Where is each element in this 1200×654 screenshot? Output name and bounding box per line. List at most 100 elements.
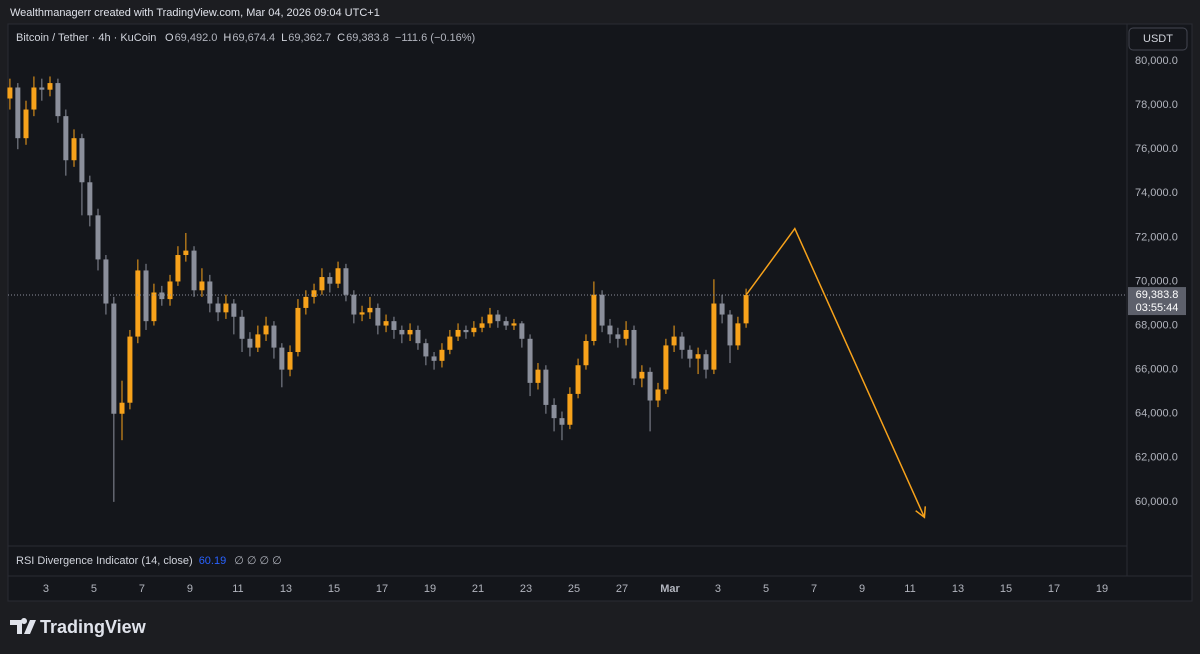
y-tick-label: 64,000.0 <box>1135 408 1178 420</box>
x-tick-label: 13 <box>952 583 964 595</box>
candle-body <box>383 321 389 326</box>
x-tick-label: 17 <box>376 583 388 595</box>
candle-body <box>687 349 693 359</box>
candle-body <box>439 349 445 361</box>
y-tick-label: 74,000.0 <box>1135 187 1178 199</box>
x-tick-label: 15 <box>1000 583 1012 595</box>
ohlc-value: 69,362.7 <box>288 32 331 44</box>
candle-body <box>719 303 725 315</box>
candle-body <box>727 314 733 346</box>
candle-body <box>615 334 621 339</box>
candle-body <box>199 281 205 291</box>
ohlc-legend: O 69,492.0 H 69,674.4 L 69,362.7 C 69,383.8 −111… <box>165 32 475 44</box>
candle-body <box>47 83 53 90</box>
candle-body <box>303 296 309 308</box>
x-tick-label: 9 <box>859 583 865 595</box>
x-tick-label: 3 <box>715 583 721 595</box>
candle-body <box>71 138 77 161</box>
x-tick-label: 5 <box>763 583 769 595</box>
x-tick-label: 15 <box>328 583 340 595</box>
candle-body <box>391 321 397 330</box>
candle-body <box>367 307 373 313</box>
candle-body <box>239 316 245 339</box>
x-tick-label: 13 <box>280 583 292 595</box>
y-tick-label: 62,000.0 <box>1135 452 1178 464</box>
candle-body <box>519 323 525 339</box>
x-tick-label: Mar <box>660 583 680 595</box>
candle-body <box>503 321 509 326</box>
candle-body <box>127 336 133 403</box>
candle-body <box>143 270 149 322</box>
ohlc-value: 69,492.0 <box>175 32 218 44</box>
candle-body <box>415 329 421 344</box>
candle-body <box>631 329 637 379</box>
candle-body <box>7 87 13 99</box>
x-tick-label: 19 <box>424 583 436 595</box>
candle-body <box>327 277 333 284</box>
candle-body <box>639 371 645 379</box>
candle-body <box>119 402 125 414</box>
x-tick-label: 9 <box>187 583 193 595</box>
indicator-flags: ∅ ∅ ∅ ∅ <box>234 555 282 567</box>
y-tick-label: 72,000.0 <box>1135 231 1178 243</box>
projection-line <box>745 227 926 518</box>
indicator-value: 60.19 <box>199 555 227 567</box>
candle-body <box>311 290 317 297</box>
candle-body <box>351 294 357 315</box>
candle-body <box>295 307 301 353</box>
candle-body <box>111 303 117 414</box>
candle-body <box>55 83 61 117</box>
candle-body <box>431 356 437 361</box>
candle-body <box>207 281 213 304</box>
currency[interactable]: USDT <box>1143 33 1173 45</box>
candle-body <box>527 338 533 383</box>
candle-body <box>567 393 573 425</box>
candle-body <box>735 323 741 346</box>
candle-body <box>575 365 581 394</box>
logo-icon <box>10 617 36 634</box>
x-tick-label: 7 <box>139 583 145 595</box>
candle-body <box>463 329 469 333</box>
candle-body <box>231 303 237 317</box>
y-tick-label: 78,000.0 <box>1135 99 1178 111</box>
candle-body <box>359 312 365 315</box>
candle-body <box>623 329 629 339</box>
candle-body <box>223 303 229 313</box>
x-tick-label: 11 <box>904 583 915 595</box>
candle-body <box>679 336 685 350</box>
candle-body <box>335 268 341 284</box>
candle-body <box>343 268 349 295</box>
ohlc-key: C <box>337 32 345 44</box>
candle-body <box>15 87 21 139</box>
y-tick-label: 80,000.0 <box>1135 55 1178 67</box>
candle-body <box>319 277 325 291</box>
candle-body <box>511 323 517 326</box>
candle-body <box>495 314 501 322</box>
candle-body <box>287 352 293 370</box>
x-tick-label: 25 <box>568 583 580 595</box>
candle-body <box>191 250 197 291</box>
last-price-label: 69,383.8 <box>1136 289 1179 301</box>
candle-body <box>447 336 453 350</box>
x-tick-label: 5 <box>91 583 97 595</box>
candle-body <box>551 404 557 419</box>
currency-button[interactable] <box>1128 27 1188 51</box>
candle-body <box>423 343 429 357</box>
candle-body <box>591 294 597 341</box>
candle-body <box>703 354 709 370</box>
candle-body <box>279 347 285 370</box>
candle-body <box>599 294 605 326</box>
candle-body <box>79 138 85 183</box>
candle-body <box>655 389 661 401</box>
logo-text: TradingView <box>40 617 147 637</box>
candle-body <box>399 329 405 335</box>
arrow-head <box>915 506 927 519</box>
countdown: 03:55:44 <box>1136 302 1179 314</box>
candle-body <box>271 325 277 348</box>
candle-body <box>159 292 165 300</box>
candle-body <box>263 325 269 335</box>
candle-body <box>671 336 677 346</box>
candle-body <box>103 259 109 304</box>
